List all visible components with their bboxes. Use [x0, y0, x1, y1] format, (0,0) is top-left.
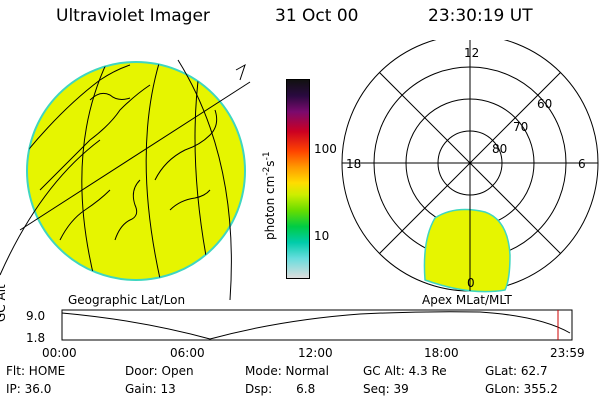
mlt-label-6: 6 — [578, 157, 586, 171]
mlat-label-60: 60 — [537, 97, 553, 111]
xtick-2359: 23:59 — [550, 346, 585, 360]
mode-status: Mode: Normal — [245, 364, 329, 378]
glon-status: GLon: 355.2 — [485, 382, 558, 396]
xtick-1200: 12:00 — [298, 346, 333, 360]
xtick-0000: 00:00 — [42, 346, 77, 360]
left-panel-label: Geographic Lat/Lon — [68, 293, 186, 307]
coastline — [169, 189, 211, 211]
gcalt-status: GC Alt: 4.3 Re — [363, 364, 447, 378]
coastline — [114, 179, 141, 241]
auroral-image — [423, 208, 511, 293]
geographic-view — [0, 59, 251, 300]
seq-status: Seq: 39 — [363, 382, 409, 396]
altitude-ylabel: GC Alt — [0, 284, 8, 322]
colorbar-tick-10: 10 — [314, 229, 330, 243]
time-label: 23:30:19 UT — [428, 6, 533, 26]
latitude-line — [19, 81, 251, 231]
earth-disk — [26, 61, 246, 281]
altitude-plot — [61, 309, 573, 341]
mlt-label-12: 12 — [464, 46, 480, 60]
coastline — [89, 92, 131, 101]
coastline — [27, 64, 131, 161]
coastline — [59, 189, 111, 241]
altitude-curve — [61, 311, 571, 340]
date-label: 31 Oct 00 — [275, 6, 359, 26]
instrument-title: Ultraviolet Imager — [56, 6, 210, 26]
colorbar-tick-100: 100 — [314, 142, 337, 156]
door-status: Door: Open — [125, 364, 194, 378]
xtick-0600: 06:00 — [170, 346, 205, 360]
meridian-line — [81, 62, 109, 280]
coastline — [39, 84, 151, 191]
colorbar — [286, 79, 310, 279]
mlt-label-18: 18 — [346, 157, 362, 171]
mlat-label-80: 80 — [492, 142, 508, 156]
mlt-label-0: 0 — [467, 276, 475, 290]
altitude-ytick-9: 9.0 — [26, 309, 46, 323]
dsp-status: Dsp: 6.8 — [245, 382, 316, 396]
right-panel-label: Apex MLat/MLT — [422, 293, 512, 307]
ip-status: IP: 36.0 — [6, 382, 52, 396]
polar-view — [341, 40, 599, 293]
altitude-plot-frame — [61, 309, 573, 341]
glat-status: GLat: 62.7 — [485, 364, 548, 378]
xtick-1800: 18:00 — [424, 346, 459, 360]
colorbar-unit-label: photon cm-2s-1 — [262, 151, 277, 240]
gain-status: Gain: 13 — [125, 382, 176, 396]
altitude-ytick-1-8: 1.8 — [26, 331, 46, 345]
coastline — [154, 109, 218, 181]
meridian-line — [145, 62, 166, 280]
mlat-label-70: 70 — [513, 120, 529, 134]
flt-status: Flt: HOME — [6, 364, 66, 378]
